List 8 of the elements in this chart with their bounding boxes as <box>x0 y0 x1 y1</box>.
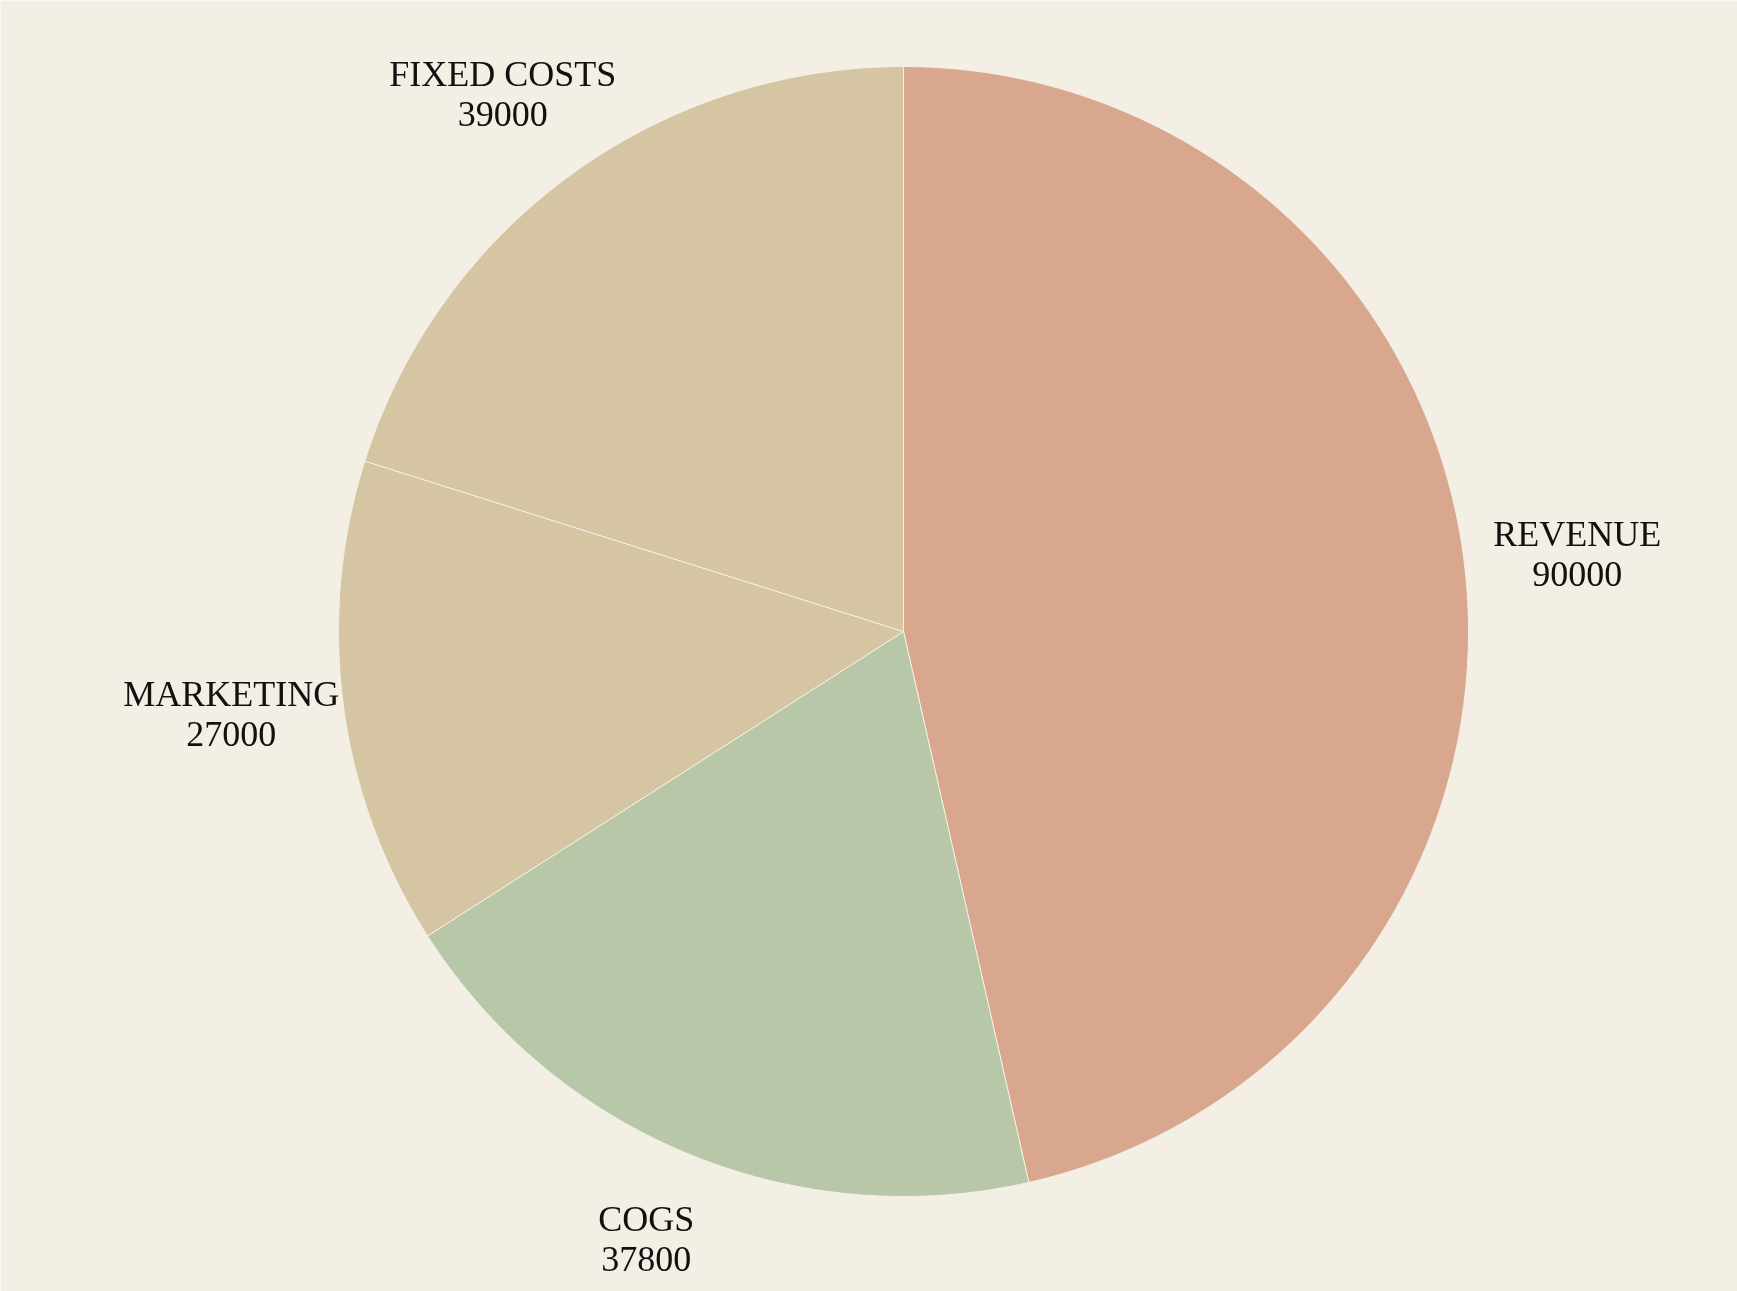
slice-label: MARKETING <box>123 674 340 715</box>
slice-label: REVENUE <box>1493 513 1662 554</box>
data-label: 39000 <box>457 94 548 135</box>
slice-label: FIXED COSTS <box>389 54 617 95</box>
data-label: 27000 <box>186 714 277 755</box>
slice-label: COGS <box>598 1199 695 1240</box>
data-label: 90000 <box>1532 553 1623 594</box>
data-label: 37800 <box>601 1239 692 1280</box>
